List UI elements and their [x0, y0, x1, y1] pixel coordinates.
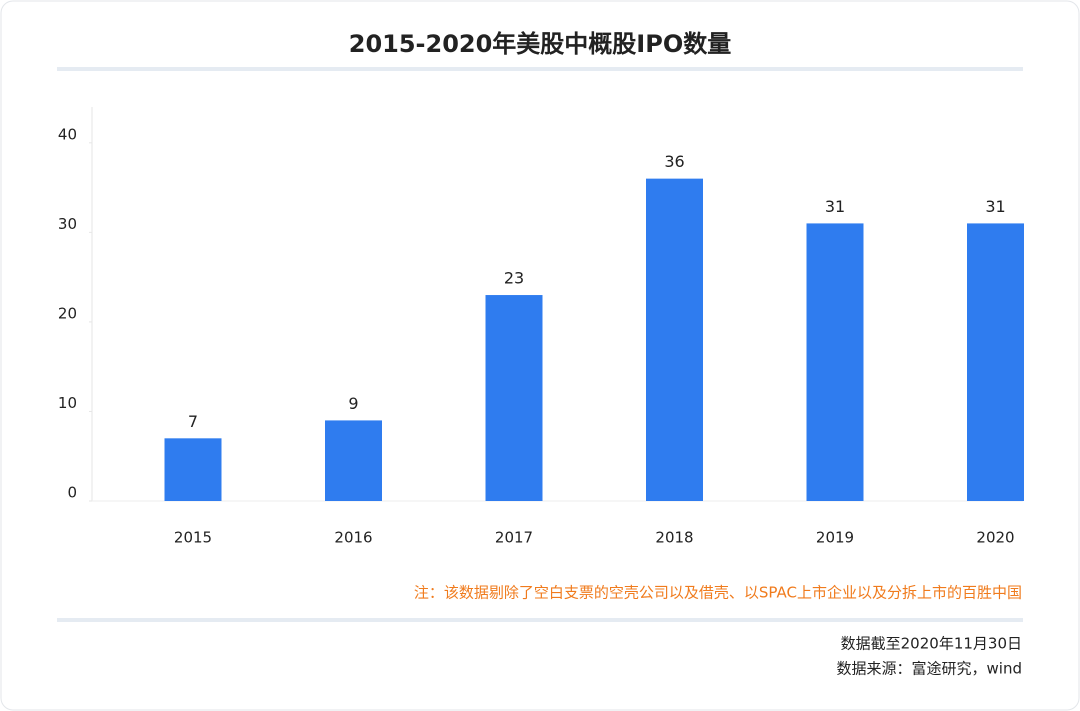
footnote: 数据来源：富途研究，wind [837, 660, 1022, 678]
bar [485, 295, 543, 501]
x-tick-label: 2015 [174, 529, 212, 547]
y-tick-label: 0 [67, 484, 77, 502]
bar [164, 438, 222, 501]
value-label: 36 [664, 152, 684, 171]
x-tick-label: 2018 [655, 529, 693, 547]
value-label: 7 [188, 412, 198, 431]
x-tick-label: 2019 [816, 529, 854, 547]
bar [325, 420, 382, 501]
y-tick-label: 40 [58, 125, 77, 143]
separator [57, 67, 1023, 71]
footnote: 数据截至2020年11月30日 [841, 635, 1022, 653]
x-tick-label: 2016 [334, 529, 372, 547]
bar [806, 223, 864, 501]
value-label: 31 [825, 197, 845, 216]
separator [57, 618, 1023, 622]
value-label: 9 [348, 394, 358, 413]
value-label: 31 [985, 197, 1005, 216]
note: 注：该数据剔除了空白支票的空壳公司以及借壳、以SPAC上市企业以及分拆上市的百胜… [414, 584, 1022, 602]
y-tick-label: 10 [58, 394, 77, 412]
x-tick-label: 2020 [976, 529, 1014, 547]
y-tick-label: 20 [58, 304, 77, 322]
x-tick-label: 2017 [495, 529, 533, 547]
value-label: 23 [504, 269, 524, 288]
y-tick-label: 30 [58, 215, 77, 233]
chart-title: 2015-2020年美股中概股IPO数量 [349, 30, 731, 58]
bar [646, 178, 703, 502]
bar [967, 223, 1024, 501]
